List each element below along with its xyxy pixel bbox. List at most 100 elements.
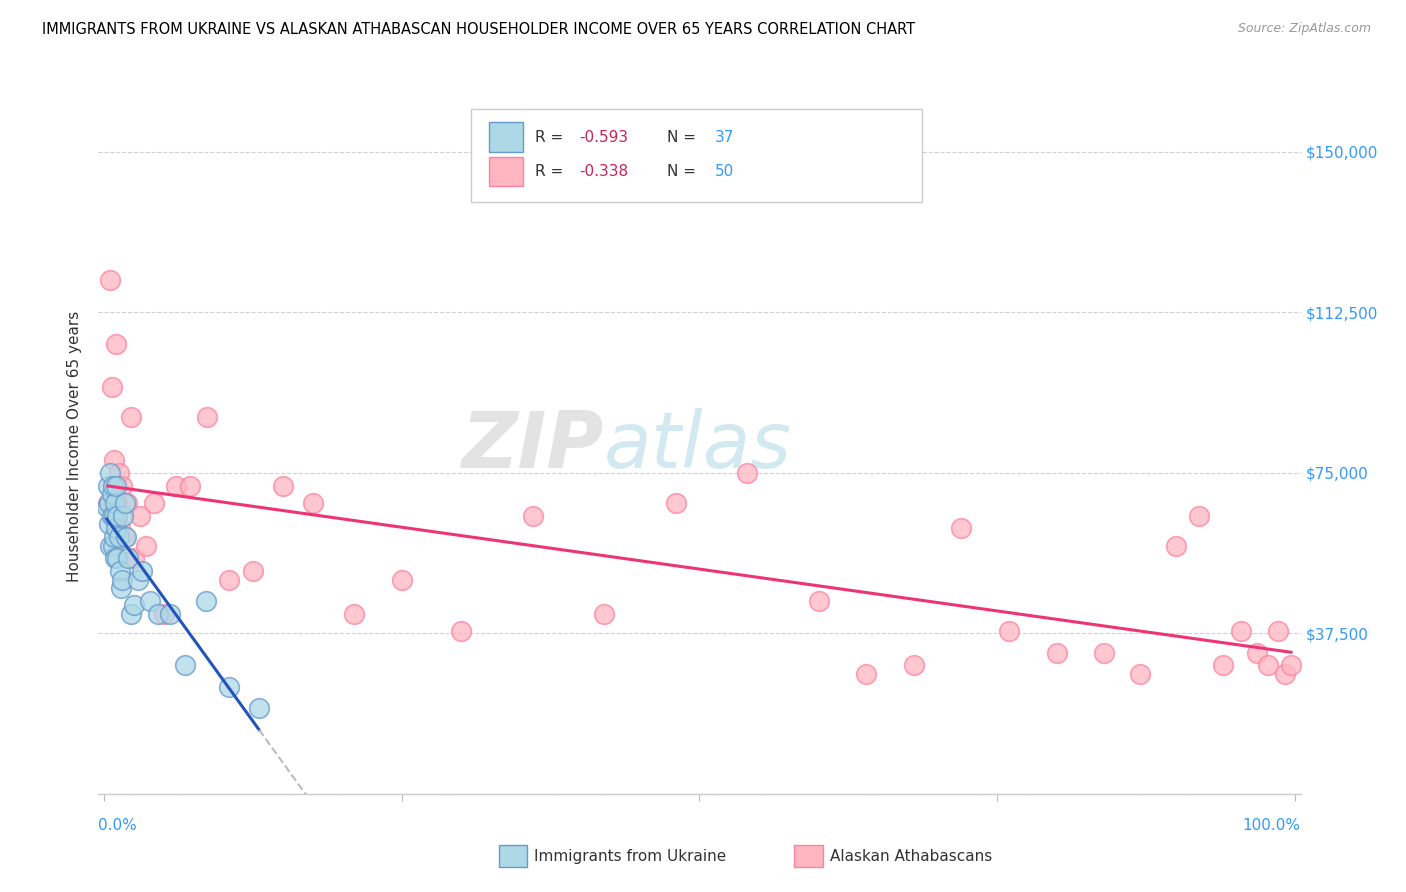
Point <box>1188 508 1211 523</box>
Point <box>1267 624 1289 639</box>
Point <box>950 521 973 535</box>
Point <box>96 500 118 514</box>
Point <box>108 564 131 578</box>
Text: 37: 37 <box>716 129 734 145</box>
Point <box>100 508 122 523</box>
Point <box>100 380 122 394</box>
FancyBboxPatch shape <box>489 157 523 186</box>
Point <box>103 530 125 544</box>
Point <box>120 410 142 425</box>
Text: ZIP: ZIP <box>461 408 603 484</box>
Point <box>104 496 127 510</box>
Point <box>391 573 413 587</box>
Point <box>165 478 187 492</box>
Point <box>97 496 120 510</box>
Point <box>111 478 134 492</box>
Point <box>114 530 136 544</box>
Point <box>107 496 129 510</box>
Point <box>105 521 128 535</box>
Point <box>114 496 136 510</box>
Point <box>108 521 131 535</box>
Point <box>247 701 270 715</box>
Point <box>107 530 129 544</box>
Text: R =: R = <box>534 164 568 179</box>
Point <box>450 624 472 639</box>
Point <box>1045 646 1067 660</box>
Point <box>104 551 127 566</box>
Text: N =: N = <box>666 164 702 179</box>
Point <box>131 564 153 578</box>
Text: IMMIGRANTS FROM UKRAINE VS ALASKAN ATHABASCAN HOUSEHOLDER INCOME OVER 65 YEARS C: IMMIGRANTS FROM UKRAINE VS ALASKAN ATHAB… <box>42 22 915 37</box>
Point <box>1230 624 1253 639</box>
Point <box>1129 667 1152 681</box>
Point <box>97 478 120 492</box>
Point <box>114 530 136 544</box>
Point <box>159 607 181 621</box>
Point <box>127 573 149 587</box>
Point <box>138 594 160 608</box>
Point <box>343 607 366 621</box>
Point <box>1246 646 1268 660</box>
Point <box>129 508 152 523</box>
Point <box>218 573 240 587</box>
Text: atlas: atlas <box>603 408 792 484</box>
Point <box>194 594 217 608</box>
Point <box>735 466 758 480</box>
Text: -0.593: -0.593 <box>579 129 628 145</box>
Point <box>1092 646 1115 660</box>
Point <box>1212 658 1234 673</box>
Point <box>122 599 145 613</box>
Text: 0.0%: 0.0% <box>98 818 138 833</box>
Point <box>100 487 122 501</box>
FancyBboxPatch shape <box>471 109 922 202</box>
Point <box>105 478 128 492</box>
Point <box>146 607 169 621</box>
Point <box>117 551 139 566</box>
Point <box>903 658 925 673</box>
Point <box>120 607 142 621</box>
Point <box>522 508 544 523</box>
Point <box>98 539 121 553</box>
Point <box>998 624 1021 639</box>
Point <box>1279 658 1302 673</box>
Point <box>103 508 125 523</box>
Text: N =: N = <box>666 129 702 145</box>
Point <box>195 410 218 425</box>
Text: Source: ZipAtlas.com: Source: ZipAtlas.com <box>1237 22 1371 36</box>
Point <box>1257 658 1279 673</box>
Point <box>593 607 616 621</box>
Point <box>122 551 145 566</box>
Point <box>107 466 129 480</box>
Text: R =: R = <box>534 129 568 145</box>
Point <box>98 496 121 510</box>
Point <box>107 508 129 523</box>
Point <box>143 496 166 510</box>
Point <box>807 594 830 608</box>
Point <box>101 478 124 492</box>
Point <box>112 508 135 523</box>
Point <box>103 453 125 467</box>
Point <box>101 478 124 492</box>
Y-axis label: Householder Income Over 65 years: Householder Income Over 65 years <box>67 310 83 582</box>
Point <box>98 517 121 532</box>
Point <box>101 539 124 553</box>
Point <box>271 478 294 492</box>
Text: 100.0%: 100.0% <box>1243 818 1301 833</box>
Point <box>179 478 201 492</box>
Point <box>855 667 877 681</box>
Point <box>98 466 121 480</box>
Text: -0.338: -0.338 <box>579 164 628 179</box>
Point <box>1274 667 1296 681</box>
Point <box>218 680 240 694</box>
Point <box>665 496 688 510</box>
Point <box>98 273 121 287</box>
Text: Alaskan Athabascans: Alaskan Athabascans <box>830 849 991 863</box>
Point <box>153 607 176 621</box>
Point <box>104 487 127 501</box>
Point <box>115 496 138 510</box>
Point <box>301 496 323 510</box>
Point <box>105 337 128 351</box>
Text: 50: 50 <box>716 164 734 179</box>
Point <box>110 582 132 596</box>
Point <box>1164 539 1187 553</box>
